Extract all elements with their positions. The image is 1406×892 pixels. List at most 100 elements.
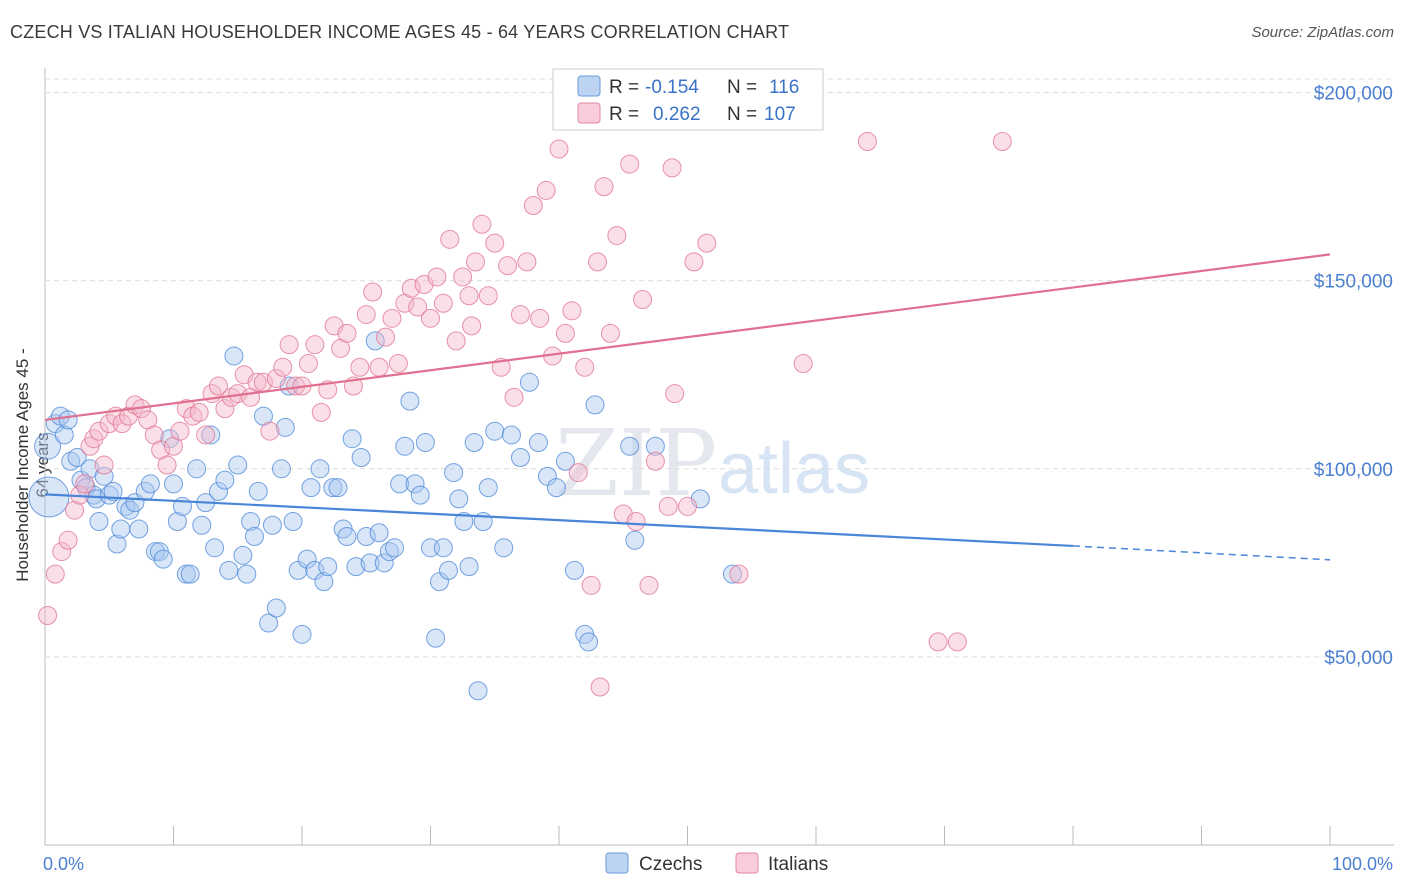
- italians-point: [421, 308, 440, 328]
- italians-point: [639, 575, 659, 595]
- czechs-point: [219, 560, 239, 580]
- italians-point: [266, 369, 286, 389]
- czechs-point: [454, 511, 474, 531]
- chart-title: CZECH VS ITALIAN HOUSEHOLDER INCOME AGES…: [10, 22, 790, 42]
- czechs-point: [233, 545, 253, 565]
- czechs-point: [620, 436, 640, 456]
- czechs-point: [201, 425, 221, 445]
- czechs-point: [99, 485, 119, 505]
- italians-point: [52, 542, 72, 562]
- czechs-point: [241, 511, 261, 531]
- italians-point: [697, 233, 717, 253]
- czechs-point: [444, 463, 464, 483]
- italians-point: [298, 353, 318, 373]
- czechs-point: [395, 436, 415, 456]
- italians-points: [38, 132, 1012, 697]
- italians-point: [590, 677, 610, 697]
- italians-point: [549, 139, 569, 159]
- watermark: ZIP atlas: [555, 410, 870, 517]
- italians-point: [196, 425, 216, 445]
- italians-point: [607, 226, 627, 246]
- czechs-point: [410, 485, 430, 505]
- italians-point: [498, 256, 518, 276]
- italians-point: [215, 399, 235, 419]
- czechs-point: [459, 557, 479, 577]
- y-tick-label: $150,000: [1314, 272, 1393, 293]
- italians-point: [459, 286, 479, 306]
- italians-point: [729, 564, 749, 584]
- italians-point: [465, 252, 485, 272]
- czechs-point: [351, 448, 371, 468]
- bottom-legend-swatch-italians: [735, 852, 759, 874]
- italians-point: [58, 530, 78, 550]
- italians-point: [555, 323, 575, 343]
- czechs-points: [28, 331, 742, 701]
- italians-point: [645, 451, 665, 471]
- legend-r-label-italians: R =: [609, 104, 639, 125]
- italians-point: [38, 606, 58, 626]
- czechs-point: [107, 534, 127, 554]
- x-tick-label-max: 100.0%: [1332, 854, 1393, 874]
- italians-point: [94, 455, 114, 475]
- czechs-point: [314, 572, 334, 592]
- italians-point: [857, 132, 877, 152]
- czechs-point: [248, 481, 268, 501]
- italians-point: [183, 406, 203, 426]
- legend-r-label-czechs: R =: [609, 77, 639, 98]
- italians-point: [247, 372, 267, 392]
- czechs-point: [405, 474, 425, 494]
- czechs-point: [585, 395, 605, 415]
- czechs-point: [129, 519, 149, 539]
- bottom-legend-label-czechs: Czechs: [639, 854, 702, 875]
- italians-point: [157, 455, 177, 475]
- italians-point: [376, 327, 396, 347]
- czechs-point: [564, 560, 584, 580]
- czechs-point: [275, 417, 295, 437]
- italians-point: [536, 180, 556, 200]
- italians-point: [485, 233, 505, 253]
- czechs-point: [360, 553, 380, 573]
- italians-point: [620, 154, 640, 174]
- y-tick-labels: $50,000 $100,000 $150,000 $200,000: [1314, 84, 1393, 669]
- italians-point: [176, 399, 196, 419]
- legend-n-label-italians: N =: [727, 104, 757, 125]
- czechs-point: [259, 613, 279, 633]
- czechs-point: [283, 511, 303, 531]
- czechs-point: [271, 459, 291, 479]
- italians-point: [581, 575, 601, 595]
- czechs-point: [297, 549, 317, 569]
- y-tick-label: $50,000: [1324, 648, 1393, 669]
- czechs-point: [292, 624, 312, 644]
- italians-point: [472, 214, 492, 234]
- czechs-point: [625, 530, 645, 550]
- czechs-point: [140, 474, 160, 494]
- czechs-point: [722, 564, 742, 584]
- czechs-point: [111, 519, 131, 539]
- czechs-point: [528, 432, 548, 452]
- italians-point: [517, 252, 537, 272]
- italians-point: [462, 316, 482, 336]
- italians-point: [453, 267, 473, 287]
- italians-point: [928, 632, 948, 652]
- legend-swatch-czechs: [577, 75, 601, 97]
- bottom-legend-swatch-czechs: [605, 852, 629, 874]
- czechs-point: [374, 553, 394, 573]
- czechs-point: [61, 451, 81, 471]
- italians-point: [112, 414, 132, 434]
- watermark-zip: ZIP: [555, 410, 717, 517]
- czechs-point: [464, 432, 484, 452]
- czechs-point: [337, 527, 357, 547]
- italians-point: [382, 308, 402, 328]
- czechs-point: [180, 564, 200, 584]
- italians-point: [273, 357, 293, 377]
- czechs-point: [167, 511, 187, 531]
- czechs-point: [346, 557, 366, 577]
- italians-point: [433, 293, 453, 313]
- czechs-point: [342, 429, 362, 449]
- czechs-point: [579, 632, 599, 652]
- trend-lines: [44, 253, 1331, 561]
- italians-point: [440, 229, 460, 249]
- italians-point: [369, 357, 389, 377]
- czechs-point: [58, 410, 78, 430]
